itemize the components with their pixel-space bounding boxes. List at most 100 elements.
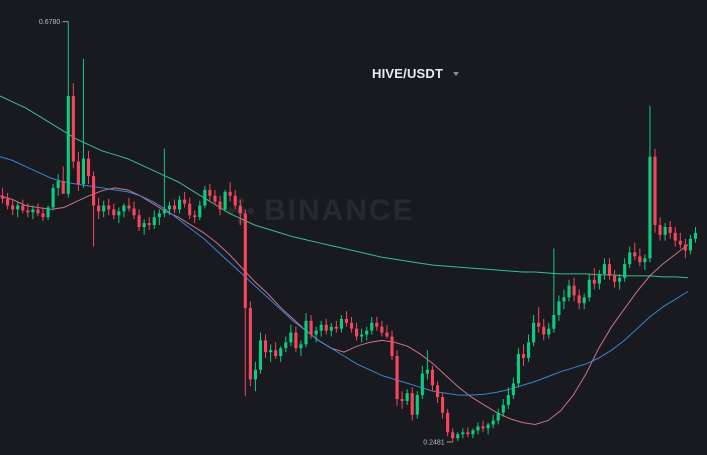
candle-body	[289, 332, 293, 343]
candle	[673, 227, 677, 247]
candle-body	[476, 426, 480, 431]
candle-body	[597, 273, 601, 284]
candle-body	[471, 430, 475, 435]
candle-body	[643, 258, 647, 263]
candle-body	[86, 158, 91, 177]
candle	[122, 203, 126, 218]
candle	[663, 223, 667, 241]
candle	[31, 205, 35, 220]
candle-body	[21, 205, 25, 211]
candle-body	[304, 320, 308, 345]
candle-body	[602, 264, 606, 274]
candle	[66, 21, 70, 198]
candle-body	[567, 285, 571, 298]
candle-body	[486, 424, 490, 429]
candle	[223, 189, 227, 212]
candle	[107, 198, 111, 216]
candle-body	[435, 385, 440, 398]
candle	[410, 387, 414, 421]
candle-body	[663, 227, 667, 235]
candle	[304, 313, 308, 348]
candle	[102, 200, 106, 218]
candle	[177, 195, 182, 214]
candle-body	[612, 275, 617, 282]
candle-body	[339, 318, 343, 329]
candle-body	[233, 195, 237, 206]
candle	[319, 320, 323, 337]
candle	[26, 203, 30, 218]
candle	[547, 322, 551, 339]
candle-body	[147, 223, 151, 226]
candle-body	[228, 191, 232, 196]
candle-body	[390, 336, 394, 357]
candle	[344, 311, 349, 327]
candle-body	[425, 369, 429, 374]
candle-body	[76, 161, 80, 184]
candle	[602, 258, 606, 280]
candle-body	[355, 328, 359, 337]
candle-body	[152, 217, 156, 226]
candle-body	[269, 350, 273, 353]
candle-body	[208, 189, 212, 196]
candle	[360, 328, 364, 343]
candle	[400, 391, 404, 409]
candle-body	[193, 215, 197, 218]
candle-body	[511, 383, 515, 396]
candle-body	[557, 301, 561, 315]
candle	[648, 105, 652, 263]
pair-title[interactable]: HIVE/USDT	[372, 66, 444, 81]
candle	[112, 203, 116, 220]
candle	[385, 324, 389, 339]
candle	[51, 184, 55, 211]
candle-body	[349, 322, 354, 329]
candle-body	[673, 232, 677, 241]
candle	[572, 277, 576, 302]
candle-body	[688, 238, 692, 251]
candle	[11, 199, 15, 216]
candle	[329, 322, 333, 337]
candle-body	[344, 318, 349, 323]
candle-body	[0, 195, 5, 199]
candle	[415, 391, 419, 419]
candle-body	[542, 326, 546, 335]
candle	[633, 242, 637, 261]
candle-body	[607, 264, 612, 276]
binance-watermark: BINANCE	[226, 194, 415, 228]
candle-body	[365, 330, 369, 335]
candle	[253, 361, 257, 392]
candle-body	[506, 395, 510, 405]
pair-selector[interactable]: HIVE/USDT	[372, 66, 460, 81]
candle	[86, 150, 91, 184]
chevron-down-icon[interactable]	[453, 72, 460, 76]
moving-average-line-2	[0, 156, 689, 396]
candle	[511, 377, 515, 400]
candle-body	[658, 225, 662, 235]
candle-body	[162, 209, 166, 214]
candle-body	[451, 432, 455, 439]
candle-body	[46, 207, 50, 218]
candle	[16, 201, 20, 218]
candle	[46, 205, 50, 221]
candle	[238, 199, 242, 226]
candle-body	[405, 393, 409, 402]
candle-body	[122, 205, 126, 212]
candle	[309, 314, 313, 339]
candle-body	[430, 369, 435, 386]
candle-body	[198, 205, 202, 218]
candle	[481, 420, 485, 433]
candle-body	[314, 330, 318, 335]
candle	[668, 221, 672, 239]
candle-body	[618, 277, 622, 282]
candle	[471, 428, 475, 439]
candle	[162, 148, 166, 218]
candle-body	[223, 191, 227, 210]
candle	[203, 185, 207, 209]
candle-body	[633, 252, 637, 257]
candle-body	[284, 342, 288, 349]
candle	[117, 207, 121, 224]
candle	[375, 316, 379, 331]
candle	[441, 393, 445, 419]
candle	[693, 227, 698, 243]
